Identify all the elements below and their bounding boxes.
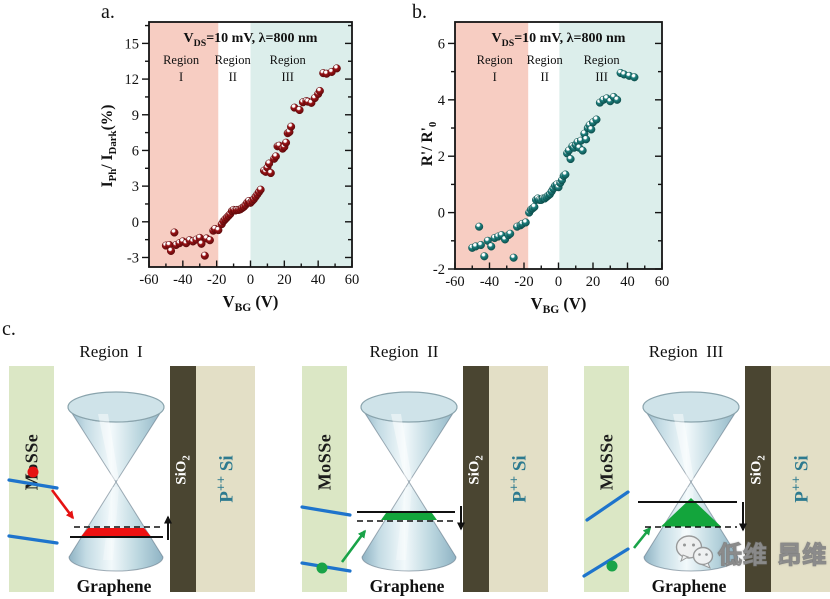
carrier-dot	[27, 466, 39, 478]
band-edge-line	[7, 478, 59, 490]
panel-a-label: a.	[101, 1, 115, 23]
plot-annotation: VDS=10 mV, λ=800 nm	[492, 31, 626, 49]
p-plus-plus-si-layer: P++ Si	[771, 366, 830, 592]
dirac-cone	[360, 391, 458, 572]
graphene-label: Graphene	[76, 576, 152, 596]
svg-text:15: 15	[125, 36, 140, 52]
diagram-overlay	[7, 391, 172, 572]
mosse-layer: MoSSe	[9, 366, 54, 592]
svg-text:-20: -20	[514, 274, 533, 290]
svg-text:2: 2	[438, 149, 445, 165]
sio2-layer: SiO2	[463, 366, 489, 592]
diagram-region-title: Region II	[369, 342, 439, 361]
svg-text:6: 6	[132, 143, 139, 159]
region-label-numeral: II	[229, 70, 237, 84]
band-edge-line	[585, 490, 630, 522]
diagram-overlay	[300, 391, 465, 574]
region-shading	[149, 22, 352, 267]
dirac-cone	[67, 391, 165, 572]
plot-frame	[454, 21, 663, 270]
graphene-label: Graphene	[651, 576, 727, 596]
svg-text:-2: -2	[433, 262, 445, 278]
sio2-layer: SiO2	[170, 366, 196, 592]
watermark-text: 低维 昂维	[717, 540, 828, 569]
region-label: Region	[215, 53, 252, 67]
p-plus-plus-si-layer: P++ Si	[489, 366, 548, 592]
region-label-numeral: II	[541, 70, 549, 84]
plot-annotation: VDS=10 mV, λ=800 nm	[184, 31, 318, 49]
band-diagram-2: Region II MoSSe SiO2 P++ Si Graphene	[293, 322, 555, 599]
band-edge-line	[300, 505, 352, 517]
scatter-points	[468, 68, 639, 262]
diagram-region-title: Region III	[648, 342, 724, 361]
region-label: Region	[527, 53, 564, 67]
svg-text:60: 60	[345, 272, 360, 288]
axis-ticks	[142, 24, 353, 267]
svg-text:20: 20	[277, 272, 292, 288]
graphene-label: Graphene	[369, 576, 445, 596]
svg-text:4: 4	[438, 93, 446, 109]
x-axis-label: VBG (V)	[531, 294, 587, 316]
sio2-layer: SiO2	[745, 366, 771, 592]
p-plus-plus-si-layer: P++ Si	[196, 366, 255, 592]
region-label-numeral: III	[595, 70, 608, 84]
x-axis-label: VBG (V)	[223, 292, 279, 314]
svg-text:0: 0	[438, 206, 445, 222]
chart-a-photo-current-ratio: -60 -40 -20 0 20 40 60 -3 0 3 6 9 12 15 VDS=10 mV, λ=8…	[99, 21, 360, 314]
svg-text:9: 9	[132, 108, 139, 124]
carrier-dot	[316, 562, 328, 574]
carrier-transfer-arrow	[632, 526, 652, 549]
svg-text:20: 20	[586, 274, 601, 290]
diagram-overlay	[582, 391, 747, 578]
band-edge-line	[582, 547, 630, 578]
y-axis-label: R'/ R'0	[420, 121, 439, 166]
band-diagram-3: Region III MoSSe SiO2 P++ Si Graphene	[575, 322, 830, 599]
carrier-transfer-arrow	[50, 489, 75, 520]
mosse-layer: MoSSe	[302, 366, 347, 592]
region-label-numeral: III	[281, 70, 294, 84]
diagram-region-title: Region I	[79, 342, 143, 361]
svg-text:-40: -40	[480, 274, 499, 290]
plot-frame	[148, 21, 353, 268]
y-axis-label: IPh/ IDark(%)	[99, 105, 119, 188]
filled-band	[661, 498, 721, 527]
svg-text:12: 12	[125, 72, 140, 88]
wechat-icon	[675, 535, 714, 569]
svg-text:-60: -60	[445, 274, 464, 290]
region-label: Region	[477, 53, 514, 67]
scatter-points	[161, 64, 341, 260]
svg-text:0: 0	[132, 215, 139, 231]
filled-band	[81, 528, 151, 537]
carrier-transfer-arrow	[340, 529, 367, 563]
svg-text:40: 40	[620, 274, 635, 290]
filled-band	[381, 513, 437, 520]
svg-text:-60: -60	[139, 272, 158, 288]
svg-text:-3: -3	[127, 250, 139, 266]
panel-c-label: c.	[2, 318, 16, 340]
carrier-dot	[606, 560, 618, 572]
svg-text:-20: -20	[207, 272, 226, 288]
svg-text:6: 6	[438, 36, 445, 52]
svg-text:-40: -40	[173, 272, 192, 288]
region-label: Region	[163, 53, 200, 67]
region-label-numeral: I	[179, 70, 183, 84]
svg-text:0: 0	[555, 274, 562, 290]
band-edge-line	[7, 534, 59, 545]
svg-text:3: 3	[132, 179, 139, 195]
region-label: Region	[270, 53, 307, 67]
region-label: Region	[584, 53, 621, 67]
svg-text:60: 60	[655, 274, 670, 290]
region-label-numeral: I	[493, 70, 497, 84]
svg-text:0: 0	[247, 272, 254, 288]
tick-labels: -60 -40 -20 0 20 40 60 -3 0 3 6 9 12 15	[125, 36, 360, 288]
band-diagram-1: Region I MoSSe SiO2 P++ Si Graphene	[0, 322, 262, 599]
panel-b-label: b.	[412, 1, 427, 23]
watermark: 低维 昂维	[674, 534, 827, 570]
svg-text:40: 40	[311, 272, 326, 288]
